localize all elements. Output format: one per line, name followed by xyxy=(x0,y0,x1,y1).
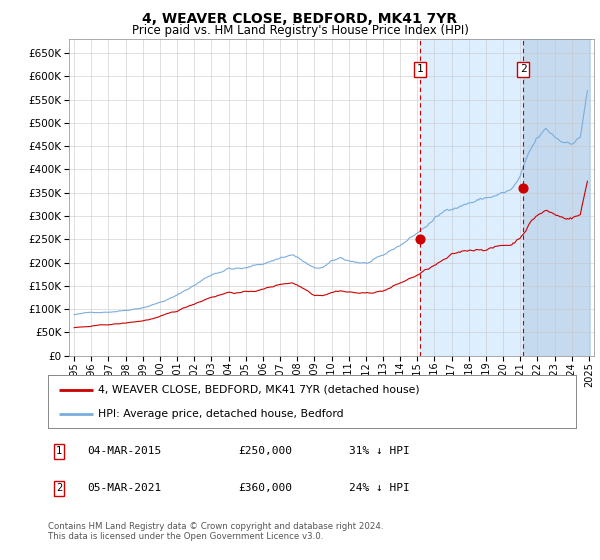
Text: 24% ↓ HPI: 24% ↓ HPI xyxy=(349,483,410,493)
Text: 1: 1 xyxy=(417,64,424,74)
Point xyxy=(518,184,528,193)
Text: HPI: Average price, detached house, Bedford: HPI: Average price, detached house, Bedf… xyxy=(98,409,344,419)
Text: 4, WEAVER CLOSE, BEDFORD, MK41 7YR (detached house): 4, WEAVER CLOSE, BEDFORD, MK41 7YR (deta… xyxy=(98,385,420,395)
Text: £360,000: £360,000 xyxy=(238,483,292,493)
Text: 05-MAR-2021: 05-MAR-2021 xyxy=(88,483,162,493)
Text: 31% ↓ HPI: 31% ↓ HPI xyxy=(349,446,410,456)
Text: 4, WEAVER CLOSE, BEDFORD, MK41 7YR: 4, WEAVER CLOSE, BEDFORD, MK41 7YR xyxy=(142,12,458,26)
Point xyxy=(415,235,425,244)
Text: Price paid vs. HM Land Registry's House Price Index (HPI): Price paid vs. HM Land Registry's House … xyxy=(131,24,469,36)
Text: 2: 2 xyxy=(56,483,62,493)
Bar xyxy=(420,39,590,356)
Text: 1: 1 xyxy=(56,446,62,456)
Bar xyxy=(523,39,590,356)
Text: 2: 2 xyxy=(520,64,527,74)
Text: 04-MAR-2015: 04-MAR-2015 xyxy=(88,446,162,456)
Text: Contains HM Land Registry data © Crown copyright and database right 2024.
This d: Contains HM Land Registry data © Crown c… xyxy=(48,522,383,542)
Text: £250,000: £250,000 xyxy=(238,446,292,456)
